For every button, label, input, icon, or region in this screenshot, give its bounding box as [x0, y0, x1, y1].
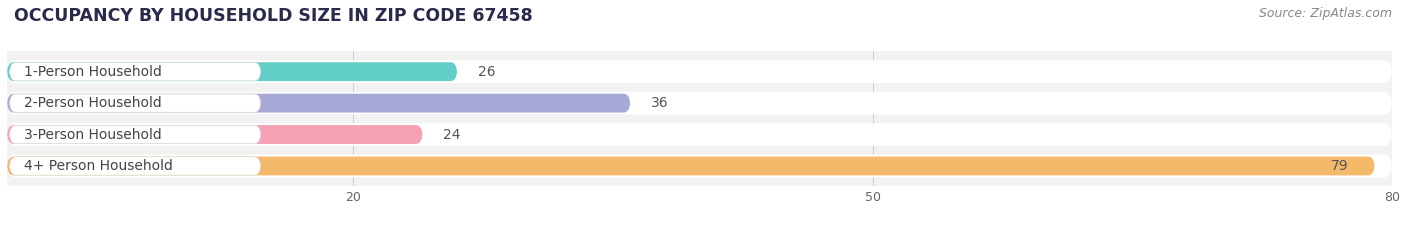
Text: 2-Person Household: 2-Person Household [24, 96, 162, 110]
FancyBboxPatch shape [10, 157, 260, 175]
FancyBboxPatch shape [10, 94, 260, 112]
Text: OCCUPANCY BY HOUSEHOLD SIZE IN ZIP CODE 67458: OCCUPANCY BY HOUSEHOLD SIZE IN ZIP CODE … [14, 7, 533, 25]
Text: 79: 79 [1331, 159, 1348, 173]
FancyBboxPatch shape [7, 125, 423, 144]
FancyBboxPatch shape [7, 60, 1392, 83]
FancyBboxPatch shape [10, 125, 260, 144]
Text: 1-Person Household: 1-Person Household [24, 65, 162, 79]
FancyBboxPatch shape [7, 157, 1375, 175]
Text: 3-Person Household: 3-Person Household [24, 127, 162, 141]
Text: 24: 24 [443, 127, 461, 141]
Text: 36: 36 [651, 96, 669, 110]
Text: Source: ZipAtlas.com: Source: ZipAtlas.com [1258, 7, 1392, 20]
FancyBboxPatch shape [7, 155, 1392, 177]
FancyBboxPatch shape [7, 94, 630, 113]
Text: 4+ Person Household: 4+ Person Household [24, 159, 173, 173]
FancyBboxPatch shape [7, 123, 1392, 146]
FancyBboxPatch shape [7, 62, 457, 81]
FancyBboxPatch shape [10, 63, 260, 81]
Text: 26: 26 [478, 65, 495, 79]
FancyBboxPatch shape [7, 92, 1392, 114]
